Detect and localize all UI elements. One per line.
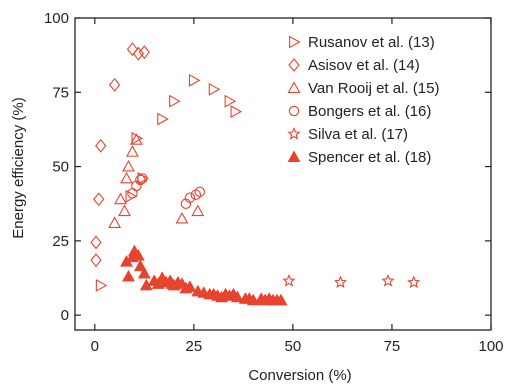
plot-frame (74, 17, 492, 331)
data-point-star (333, 275, 348, 289)
data-points (90, 42, 421, 306)
series-0 (95, 73, 243, 292)
data-point-circle (184, 192, 196, 203)
data-point-triangle-right (224, 94, 237, 108)
x-tick-label: 50 (285, 338, 302, 355)
data-point-triangle-up-filled (122, 269, 135, 282)
data-point-triangle-up (126, 145, 139, 157)
data-point-triangle-right (230, 105, 243, 119)
data-point-circle (135, 174, 146, 186)
data-point-triangle-up (114, 192, 127, 205)
data-point-diamond (95, 138, 107, 153)
legend-marker (287, 127, 301, 140)
data-point-triangle-right (208, 82, 221, 96)
data-point-circle (194, 186, 206, 198)
series-4 (282, 274, 421, 289)
data-point-diamond (90, 253, 102, 268)
series-3 (127, 173, 206, 209)
data-point-triangle-up (191, 204, 205, 217)
x-tick-label: 25 (186, 338, 203, 355)
data-point-triangle-up (108, 216, 122, 228)
legend-marker (287, 150, 301, 162)
data-point-diamond (108, 77, 121, 92)
series-2 (108, 133, 205, 228)
legend-marker (289, 35, 301, 49)
legend-label: Asisov et al. (14) (308, 57, 420, 74)
legend-label: Rusanov et al. (13) (308, 34, 435, 51)
data-point-star (282, 274, 296, 287)
y-tick-label: 50 (52, 159, 69, 176)
data-point-star (381, 274, 395, 287)
data-point-triangle-up-filled (133, 259, 147, 272)
data-point-diamond (93, 192, 105, 207)
x-tick-label: 0 (91, 338, 99, 355)
data-point-triangle-up (129, 133, 143, 145)
data-point-triangle-up (122, 159, 135, 172)
y-tick-label: 75 (52, 84, 69, 101)
y-tick-label: 25 (52, 233, 69, 250)
y-tick-label: 100 (44, 10, 69, 27)
data-point-triangle-right (157, 112, 169, 126)
data-point-diamond (90, 235, 102, 250)
legend-marker (288, 58, 300, 72)
data-point-triangle-up (120, 171, 133, 184)
data-point-triangle-right (188, 73, 201, 87)
data-point-triangle-right (169, 94, 181, 108)
legend-marker (287, 81, 301, 93)
data-point-triangle-up (175, 211, 189, 224)
data-point-circle (137, 173, 148, 184)
data-point-triangle-up (118, 204, 131, 217)
x-tick-label: 100 (478, 338, 503, 355)
data-point-triangle-up-filled (131, 249, 145, 261)
legend-label: Spencer et al. (18) (308, 149, 431, 166)
axes: 0 25 50 75 100 0 25 50 75 100 (44, 10, 504, 355)
legend: Rusanov et al. (13) Asisov et al. (14) Van… (287, 34, 439, 166)
data-point-diamond (138, 45, 150, 60)
data-point-triangle-up-filled (183, 280, 197, 292)
data-point-triangle-up-filled (274, 293, 288, 306)
x-tick-label: 75 (384, 338, 401, 355)
data-point-diamond (132, 46, 145, 61)
y-tick-label: 0 (61, 307, 69, 324)
data-point-triangle-up-filled (137, 266, 151, 279)
legend-label: Van Rooij et al. (15) (308, 80, 439, 97)
legend-label: Silva et al. (17) (308, 126, 408, 143)
series-5 (120, 244, 288, 306)
data-point-triangle-up-filled (231, 290, 244, 303)
legend-marker (288, 105, 300, 117)
data-point-diamond (126, 42, 139, 57)
y-axis-label: Energy efficiency (%) (10, 97, 27, 238)
series-1 (90, 42, 150, 268)
x-axis-label: Conversion (%) (248, 367, 351, 384)
legend-label: Bongers et al. (16) (308, 103, 431, 120)
data-point-triangle-right (95, 278, 108, 292)
data-point-star (407, 275, 421, 289)
data-point-triangle-right (125, 189, 138, 203)
